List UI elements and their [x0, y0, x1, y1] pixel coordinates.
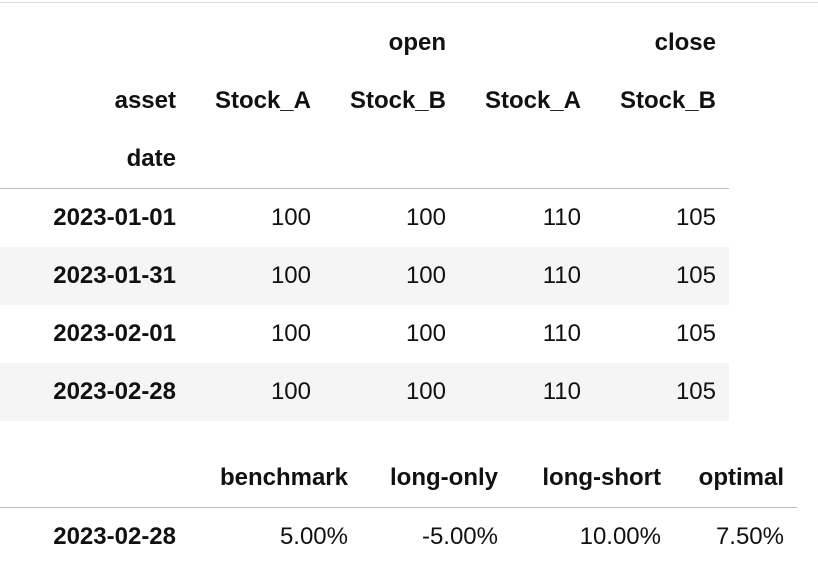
group-header-close: close: [654, 29, 716, 56]
column-header-long-only: long-only: [361, 449, 511, 508]
group-header-open: open: [388, 29, 446, 56]
table-cell: 110: [459, 363, 594, 421]
header-blank: [0, 449, 189, 508]
table-cell: 100: [405, 204, 446, 231]
table-cell: 100: [270, 320, 311, 347]
table-cell: 105: [675, 204, 716, 231]
index-name-row: date: [0, 130, 729, 189]
table-cell: 110: [542, 204, 581, 231]
table-cell: 110: [542, 320, 581, 347]
index-name: date: [0, 130, 189, 189]
table-cell: 105: [594, 247, 729, 305]
row-date: 2023-02-01: [53, 320, 176, 347]
table-cell: 100: [405, 320, 446, 347]
row-date: 2023-01-01: [53, 204, 176, 231]
table-row: 2023-02-28 5.00% -5.00% 10.00% 7.50%: [0, 508, 797, 567]
column-header-benchmark: benchmark: [189, 449, 361, 508]
table-row: 2023-01-01 100 100 110 105: [0, 189, 729, 248]
asset-label: asset: [114, 87, 176, 114]
group-header-spacer: [459, 14, 594, 72]
row-date: 2023-01-31: [0, 247, 189, 305]
table-cell: 10.00%: [579, 523, 661, 550]
header-blank: [0, 14, 189, 72]
column-group-header-row: open close: [0, 14, 729, 72]
row-date: 2023-02-28: [53, 523, 176, 550]
performance-table: benchmark long-only long-short optimal 2…: [0, 449, 797, 566]
table-row: 2023-02-28 100 100 110 105: [0, 363, 729, 421]
table-cell: 100: [270, 204, 311, 231]
table-cell: 100: [324, 247, 459, 305]
asset-header: Stock_B: [349, 87, 446, 114]
column-header-optimal: optimal: [674, 449, 797, 508]
table-cell: 7.50%: [715, 523, 784, 550]
table-cell: 100: [324, 363, 459, 421]
table-cell: -5.00%: [421, 523, 498, 550]
table-cell: 5.00%: [279, 523, 348, 550]
table-cell: 105: [675, 320, 716, 347]
table-row: 2023-01-31 100 100 110 105: [0, 247, 729, 305]
performance-header-row: benchmark long-only long-short optimal: [0, 449, 797, 508]
table-cell: 105: [594, 363, 729, 421]
table-cell: 100: [189, 363, 324, 421]
asset-header: Stock_A: [484, 87, 581, 114]
asset-header-row: asset Stock_A Stock_B Stock_A Stock_B: [0, 72, 729, 130]
row-date: 2023-02-28: [0, 363, 189, 421]
prices-table: open close asset Stock_A Stock_B Stock_A…: [0, 14, 729, 421]
table-row: 2023-02-01 100 100 110 105: [0, 305, 729, 363]
group-header-spacer: [189, 14, 324, 72]
asset-header: Stock_B: [619, 87, 716, 114]
asset-header: Stock_A: [214, 87, 311, 114]
table-cell: 100: [189, 247, 324, 305]
table-cell: 110: [459, 247, 594, 305]
column-header-long-short: long-short: [511, 449, 674, 508]
top-divider: [0, 2, 818, 3]
